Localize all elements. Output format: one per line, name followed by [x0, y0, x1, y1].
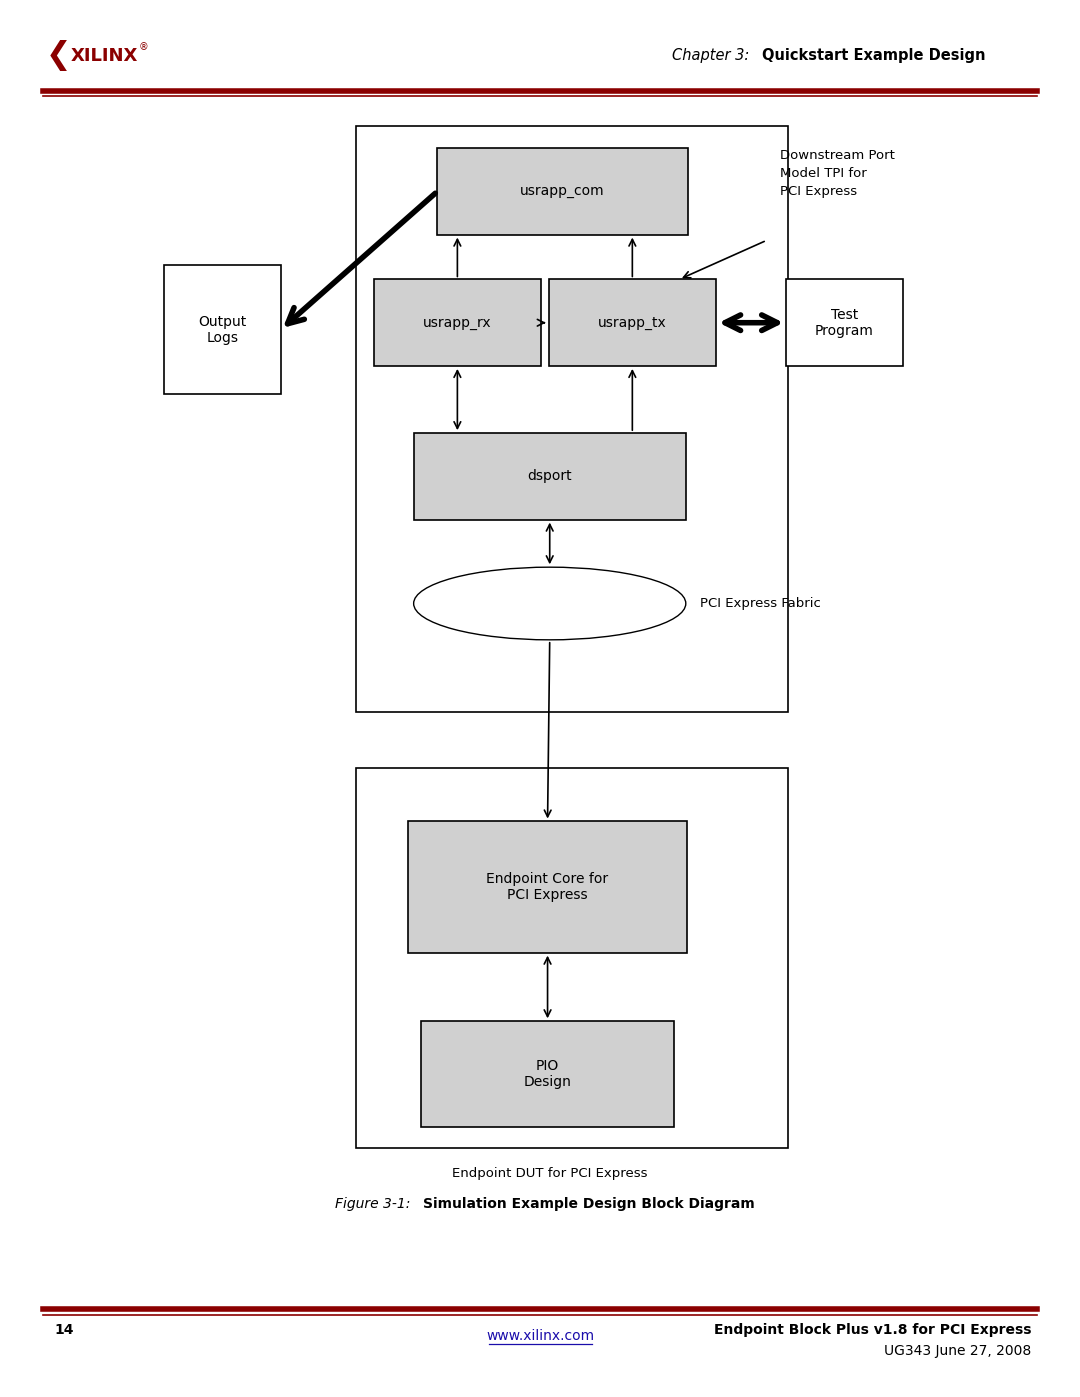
Bar — [414, 433, 686, 520]
Bar — [356, 768, 788, 1148]
Text: dsport: dsport — [527, 469, 572, 483]
Bar — [408, 821, 687, 953]
Text: Figure 3-1:: Figure 3-1: — [335, 1197, 410, 1211]
Bar — [549, 279, 716, 366]
Text: Output
Logs: Output Logs — [199, 314, 246, 345]
Text: ®: ® — [138, 42, 148, 53]
Text: Endpoint Core for
PCI Express: Endpoint Core for PCI Express — [486, 872, 609, 902]
Text: Quickstart Example Design: Quickstart Example Design — [762, 49, 986, 63]
Text: PCI Express Fabric: PCI Express Fabric — [700, 597, 821, 610]
Text: UG343 June 27, 2008: UG343 June 27, 2008 — [885, 1344, 1031, 1358]
Bar — [164, 265, 281, 394]
Bar — [437, 148, 688, 235]
Ellipse shape — [414, 567, 686, 640]
Text: PIO
Design: PIO Design — [524, 1059, 571, 1090]
Text: Test
Program: Test Program — [815, 307, 874, 338]
Bar — [356, 126, 788, 712]
Text: usrapp_tx: usrapp_tx — [598, 316, 666, 330]
Text: 14: 14 — [54, 1323, 73, 1337]
Text: XILINX: XILINX — [70, 47, 137, 64]
Text: Endpoint Block Plus v1.8 for PCI Express: Endpoint Block Plus v1.8 for PCI Express — [714, 1323, 1031, 1337]
Bar — [374, 279, 541, 366]
Bar — [421, 1021, 674, 1127]
Text: usrapp_com: usrapp_com — [521, 184, 605, 198]
Text: Downstream Port
Model TPI for
PCI Express: Downstream Port Model TPI for PCI Expres… — [780, 148, 894, 198]
Text: usrapp_rx: usrapp_rx — [423, 316, 491, 330]
Text: www.xilinx.com: www.xilinx.com — [486, 1329, 594, 1343]
Bar — [786, 279, 903, 366]
Text: Endpoint DUT for PCI Express: Endpoint DUT for PCI Express — [451, 1166, 648, 1180]
Text: ❮: ❮ — [45, 41, 71, 71]
Text: Chapter 3:: Chapter 3: — [672, 49, 758, 63]
Text: Simulation Example Design Block Diagram: Simulation Example Design Block Diagram — [423, 1197, 755, 1211]
